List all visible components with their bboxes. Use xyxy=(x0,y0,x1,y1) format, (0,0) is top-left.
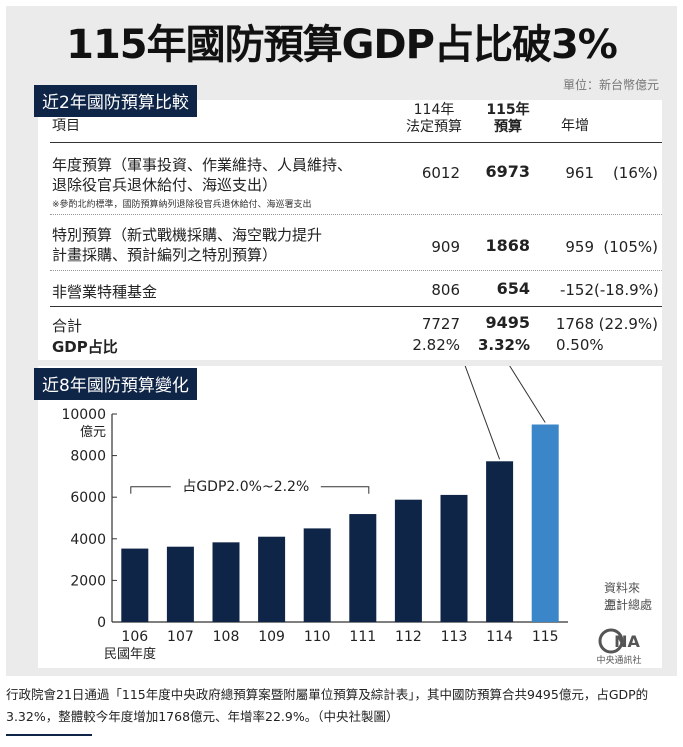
total-inc: 1768 xyxy=(555,315,594,333)
row2-name-line1: 特別預算（新式戰機採購、海空戰力提升 xyxy=(52,226,323,244)
y-tick-label: 4000 xyxy=(70,532,106,548)
x-axis-label: 民國年度 xyxy=(104,646,156,662)
row2-v114: 909 xyxy=(431,238,460,256)
bar-108 xyxy=(212,542,240,622)
row3-pct: (-18.9%) xyxy=(594,281,659,299)
page-title: 115年國防預算GDP占比破3% xyxy=(66,22,618,68)
total-label: 合計 xyxy=(52,317,83,335)
x-tick-label: 109 xyxy=(258,629,285,645)
y-tick-label: 8000 xyxy=(70,449,106,465)
row3-v114: 806 xyxy=(431,281,460,299)
x-tick-label: 115 xyxy=(532,629,559,645)
row2-inc: 959 xyxy=(565,238,594,256)
row1-name-line1: 年度預算（軍事投資、作業維持、人員維持、 xyxy=(52,156,353,174)
total-divider xyxy=(50,306,662,307)
infographic: 115年國防預算GDP占比破3% 單位：新台幣億元 項目 114年 法定預算 1… xyxy=(6,6,677,676)
row3-name: 非營業特種基金 xyxy=(52,283,158,301)
connector-114 xyxy=(462,359,501,460)
header-item: 項目 xyxy=(52,118,80,134)
y-axis-unit: 億元 xyxy=(80,424,106,440)
row1-name-line2: 退除役官兵退休給付、海巡支出） xyxy=(52,176,278,194)
row2-v115: 1868 xyxy=(485,236,530,255)
logo-label: 中央通訊社 xyxy=(596,654,641,666)
header-114: 114年 法定預算 xyxy=(406,102,462,135)
x-tick-label: 108 xyxy=(213,629,240,645)
row2-name-line2: 計畫採購、預計編列之特別預算） xyxy=(52,246,278,264)
caption: 行政院會21日通過「115年度中央政府總預算案暨附屬單位預算及綜計表」，其中國防… xyxy=(6,687,649,724)
x-tick-label: 113 xyxy=(441,629,468,645)
x-tick-label: 107 xyxy=(167,629,194,645)
bar-111 xyxy=(349,514,377,622)
header-115: 115年 預算 xyxy=(486,102,530,135)
bar-106 xyxy=(121,548,149,622)
chart-panel: 0 2000 4000 6000 8000 10000 億元 106 107 108 109 110 1… xyxy=(38,359,662,668)
bar-113 xyxy=(440,494,468,622)
total-v115: 9495 xyxy=(485,313,530,332)
unit-note: 單位：新台幣億元 xyxy=(562,78,659,92)
logo-circle-icon xyxy=(598,628,624,654)
y-tick-label: 10000 xyxy=(61,407,106,423)
gdp-v115: 3.32% xyxy=(477,336,530,354)
x-tick-label: 111 xyxy=(349,629,376,645)
bar-114 xyxy=(486,461,514,622)
total-v114: 7727 xyxy=(421,315,460,333)
row1-v115: 6973 xyxy=(485,162,530,181)
header-growth: 年增 xyxy=(561,118,589,134)
row2-pct: (105%) xyxy=(603,238,658,256)
row-separator xyxy=(50,270,662,271)
gdp-label: GDP占比 xyxy=(52,338,118,356)
row3-v115: 654 xyxy=(496,279,530,298)
logo-mark-icon: NA xyxy=(614,632,640,651)
caption-underline xyxy=(6,734,92,736)
x-tick-label: 110 xyxy=(304,629,331,645)
bar-110 xyxy=(303,528,331,622)
gdp-range-annotation: 占GDP2.0%~2.2% xyxy=(182,479,309,495)
row1-v114: 6012 xyxy=(421,164,460,182)
row-separator xyxy=(50,214,662,215)
y-tick-label: 0 xyxy=(97,615,106,631)
row1-pct: (16%) xyxy=(612,164,658,182)
budget-table: 項目 114年 法定預算 115年 預算 年增 年度預算（軍事投資、作業維持、人… xyxy=(38,100,662,360)
row3-inc: -152 xyxy=(559,281,594,299)
bar-115 xyxy=(531,424,559,622)
total-pct: (22.9%) xyxy=(598,315,658,333)
row1-inc: 961 xyxy=(565,164,594,182)
gdp-v114: 2.82% xyxy=(412,336,460,354)
source-label: 資料來源： xyxy=(604,581,641,612)
annotation-bg xyxy=(170,474,321,495)
table-section-label: 近2年國防預算比較 xyxy=(34,85,197,117)
bar-109 xyxy=(258,536,286,622)
x-tick-label: 114 xyxy=(486,629,513,645)
x-tick-label: 106 xyxy=(121,629,148,645)
source-name: 主計總處 xyxy=(604,598,653,612)
gdp-inc: 0.50% xyxy=(556,336,604,354)
bar-107 xyxy=(166,546,194,622)
x-tick-label: 112 xyxy=(395,629,422,645)
header-divider xyxy=(50,142,662,143)
connector-115 xyxy=(505,359,546,423)
chart-section-label: 近8年國防預算變化 xyxy=(34,368,197,400)
y-tick-label: 2000 xyxy=(70,573,106,589)
y-tick-label: 6000 xyxy=(70,490,106,506)
row1-note: ※參酌北約標準，國防預算納列退除役官兵退休給付、海巡署支出 xyxy=(52,200,312,210)
bar-112 xyxy=(394,499,422,622)
